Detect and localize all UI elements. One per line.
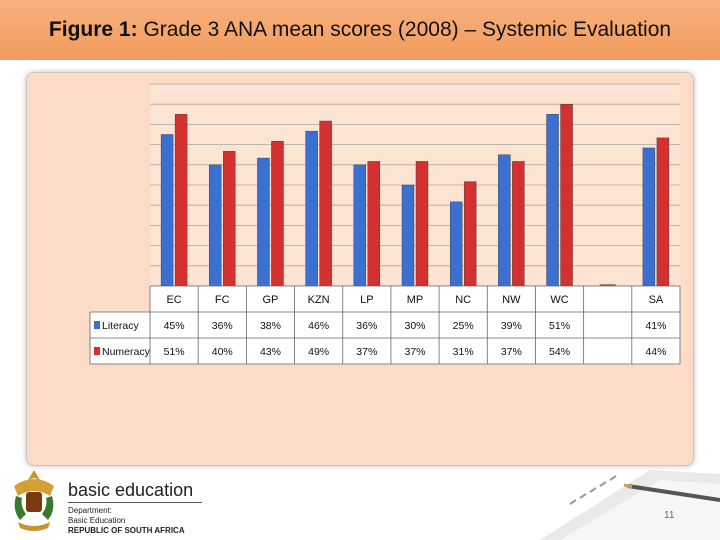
notebook-pen-decoration: 11 bbox=[540, 470, 720, 540]
data-label-numeracy: 37% bbox=[404, 346, 425, 358]
data-label-numeracy: 37% bbox=[501, 346, 522, 358]
data-label-numeracy: 51% bbox=[164, 346, 185, 358]
data-label-numeracy: 49% bbox=[308, 346, 329, 358]
bar-numeracy bbox=[560, 103, 573, 287]
data-label-literacy: 45% bbox=[164, 320, 185, 332]
bar-numeracy bbox=[367, 161, 381, 287]
legend-key-literacy bbox=[94, 321, 100, 329]
data-label-literacy: 25% bbox=[453, 320, 474, 332]
bar-numeracy bbox=[512, 161, 525, 287]
category-label: NC bbox=[455, 294, 471, 306]
bar-literacy bbox=[209, 164, 222, 287]
bar-literacy bbox=[160, 134, 174, 287]
bar-literacy bbox=[498, 154, 511, 287]
category-label: LP bbox=[360, 294, 373, 306]
footer: basic education Department: Basic Educat… bbox=[0, 464, 720, 540]
legend-key-numeracy bbox=[94, 347, 100, 355]
slide-title: Figure 1: Grade 3 ANA mean scores (2008)… bbox=[49, 18, 671, 42]
bar-numeracy bbox=[174, 114, 188, 287]
logo-divider bbox=[68, 502, 202, 503]
bar-numeracy bbox=[319, 120, 332, 287]
bar-numeracy bbox=[656, 137, 670, 287]
coat-of-arms-logo bbox=[14, 470, 54, 531]
bar-numeracy bbox=[271, 141, 284, 287]
data-label-literacy: 46% bbox=[308, 320, 329, 332]
bar-literacy bbox=[305, 130, 318, 287]
legend-label-literacy: Literacy bbox=[102, 320, 140, 332]
figure-title: Grade 3 ANA mean scores (2008) – Systemi… bbox=[143, 18, 672, 41]
category-label: WC bbox=[550, 294, 568, 306]
data-label-literacy: 30% bbox=[404, 320, 425, 332]
bar-numeracy bbox=[463, 181, 477, 287]
legend-label-numeracy: Numeracy bbox=[102, 346, 151, 358]
data-label-literacy: 51% bbox=[549, 320, 570, 332]
page-number: 11 bbox=[664, 510, 675, 521]
data-label-numeracy: 40% bbox=[212, 346, 233, 358]
data-label-literacy: 41% bbox=[645, 320, 666, 332]
data-label-numeracy: 44% bbox=[645, 346, 666, 358]
logo-line-2: Basic Education bbox=[68, 516, 126, 525]
bar-literacy bbox=[546, 114, 559, 287]
category-label: FC bbox=[215, 294, 230, 306]
bar-literacy bbox=[257, 157, 270, 287]
logo-wordmark: basic education bbox=[68, 480, 194, 500]
category-label: MP bbox=[407, 294, 424, 306]
bar-literacy bbox=[642, 147, 656, 287]
bar-literacy bbox=[401, 184, 415, 287]
logo-subtext: Department: Basic Education REPUBLIC OF … bbox=[68, 506, 185, 536]
bar-numeracy bbox=[415, 161, 429, 287]
table-header-background bbox=[150, 286, 680, 312]
data-label-literacy: 36% bbox=[356, 320, 377, 332]
logo-line-1: Department: bbox=[68, 506, 113, 515]
category-label: EC bbox=[166, 294, 181, 306]
title-bar: Figure 1: Grade 3 ANA mean scores (2008)… bbox=[0, 0, 720, 60]
figure-label: Figure 1: bbox=[48, 18, 138, 41]
category-label: GP bbox=[263, 294, 279, 306]
data-label-literacy: 39% bbox=[501, 320, 522, 332]
logo-line-3: REPUBLIC OF SOUTH AFRICA bbox=[68, 526, 185, 535]
bar-numeracy bbox=[223, 151, 236, 287]
data-label-numeracy: 31% bbox=[453, 346, 474, 358]
data-label-numeracy: 37% bbox=[356, 346, 377, 358]
bar-literacy bbox=[449, 201, 463, 287]
category-label: NW bbox=[502, 294, 521, 306]
bar-literacy bbox=[353, 164, 367, 287]
data-label-literacy: 36% bbox=[212, 320, 233, 332]
data-label-literacy: 38% bbox=[260, 320, 281, 332]
category-label: SA bbox=[649, 294, 664, 306]
data-label-numeracy: 54% bbox=[549, 346, 570, 358]
data-label-numeracy: 43% bbox=[260, 346, 281, 358]
category-label: KZN bbox=[308, 294, 330, 306]
